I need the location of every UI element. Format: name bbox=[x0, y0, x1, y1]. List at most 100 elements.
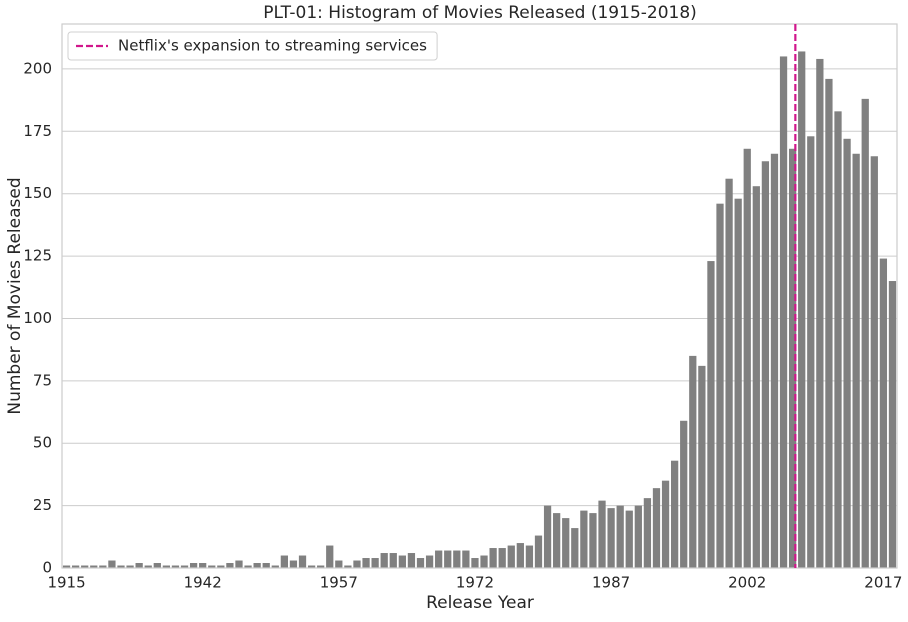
bar bbox=[671, 460, 679, 568]
y-tick-label: 125 bbox=[23, 247, 52, 265]
bar bbox=[525, 545, 534, 568]
bar bbox=[353, 560, 361, 568]
bar bbox=[480, 555, 488, 568]
bar bbox=[852, 153, 860, 568]
bar bbox=[779, 56, 788, 568]
chart-title: PLT-01: Histogram of Movies Released (19… bbox=[263, 3, 697, 23]
bar bbox=[153, 563, 161, 568]
bar bbox=[244, 565, 252, 568]
bar bbox=[661, 480, 670, 568]
bar bbox=[180, 565, 189, 568]
bar bbox=[643, 498, 652, 568]
y-tick-label: 75 bbox=[33, 371, 52, 389]
bar bbox=[171, 565, 180, 568]
y-tick-label: 100 bbox=[23, 309, 52, 327]
bar bbox=[716, 203, 724, 568]
x-axis-label: Release Year bbox=[426, 593, 534, 613]
x-tick-label: 1915 bbox=[47, 574, 85, 592]
bar bbox=[280, 555, 288, 568]
bar bbox=[344, 565, 352, 568]
x-tick-label: 1942 bbox=[184, 574, 222, 592]
bar bbox=[625, 510, 633, 568]
bar bbox=[834, 111, 842, 568]
bar bbox=[698, 365, 706, 568]
bar bbox=[798, 51, 806, 569]
bar bbox=[416, 558, 425, 568]
bar bbox=[144, 565, 152, 568]
bar bbox=[262, 563, 270, 568]
bar bbox=[725, 178, 733, 569]
bar bbox=[507, 545, 515, 568]
bar bbox=[562, 518, 570, 568]
bar bbox=[680, 420, 688, 568]
bar bbox=[861, 98, 869, 568]
bar bbox=[761, 161, 770, 568]
bar bbox=[689, 355, 697, 568]
x-tick-label: 2017 bbox=[864, 574, 902, 592]
bar bbox=[326, 545, 334, 568]
bar bbox=[208, 565, 216, 568]
bar bbox=[199, 563, 207, 568]
bar bbox=[335, 560, 343, 568]
bar bbox=[734, 198, 742, 568]
bar bbox=[553, 513, 561, 568]
bar bbox=[117, 565, 125, 568]
bar bbox=[235, 560, 243, 568]
bar bbox=[843, 138, 851, 568]
bar bbox=[652, 488, 661, 568]
bar bbox=[870, 156, 878, 568]
bar bbox=[707, 261, 715, 568]
y-tick-label: 200 bbox=[23, 59, 52, 77]
bar bbox=[435, 550, 443, 568]
bar bbox=[226, 563, 234, 568]
bar bbox=[888, 281, 897, 568]
x-tick-label: 1972 bbox=[456, 574, 494, 592]
y-tick-label: 25 bbox=[33, 496, 52, 514]
x-tick-label: 2002 bbox=[728, 574, 766, 592]
bar bbox=[589, 513, 597, 568]
bar bbox=[534, 535, 543, 568]
bar bbox=[462, 550, 470, 568]
bar bbox=[389, 553, 397, 568]
bar bbox=[217, 565, 225, 568]
bar bbox=[81, 565, 89, 568]
y-tick-label: 0 bbox=[42, 559, 52, 577]
bar bbox=[407, 553, 416, 568]
bar bbox=[453, 550, 461, 568]
bar bbox=[317, 565, 325, 568]
bar bbox=[825, 78, 833, 569]
bar bbox=[598, 500, 606, 568]
bar bbox=[90, 565, 98, 568]
bar bbox=[516, 543, 524, 568]
bar bbox=[108, 560, 116, 568]
bar bbox=[788, 148, 797, 569]
bar bbox=[162, 565, 171, 568]
y-axis-label: Number of Movies Released bbox=[5, 177, 25, 414]
bar bbox=[571, 528, 579, 568]
plot-frame bbox=[61, 23, 898, 569]
bar bbox=[543, 505, 552, 568]
bar bbox=[444, 550, 452, 568]
bar bbox=[471, 558, 479, 568]
bar bbox=[135, 563, 143, 568]
bar bbox=[607, 508, 615, 568]
bar bbox=[816, 58, 824, 568]
bar bbox=[371, 558, 379, 568]
bar bbox=[807, 136, 815, 568]
bar bbox=[879, 258, 888, 568]
bar bbox=[770, 153, 779, 568]
bar bbox=[289, 560, 298, 568]
bar bbox=[634, 505, 642, 568]
y-tick-label: 150 bbox=[23, 184, 52, 202]
bar bbox=[253, 563, 261, 568]
bar bbox=[362, 558, 370, 568]
bar bbox=[271, 565, 279, 568]
bar bbox=[307, 565, 316, 568]
x-tick-label: 1957 bbox=[320, 574, 358, 592]
y-tick-label: 175 bbox=[23, 122, 52, 140]
bar bbox=[752, 186, 760, 568]
legend-box bbox=[67, 31, 438, 61]
y-tick-label: 50 bbox=[33, 434, 52, 452]
bar bbox=[71, 565, 80, 568]
bar bbox=[380, 553, 388, 568]
